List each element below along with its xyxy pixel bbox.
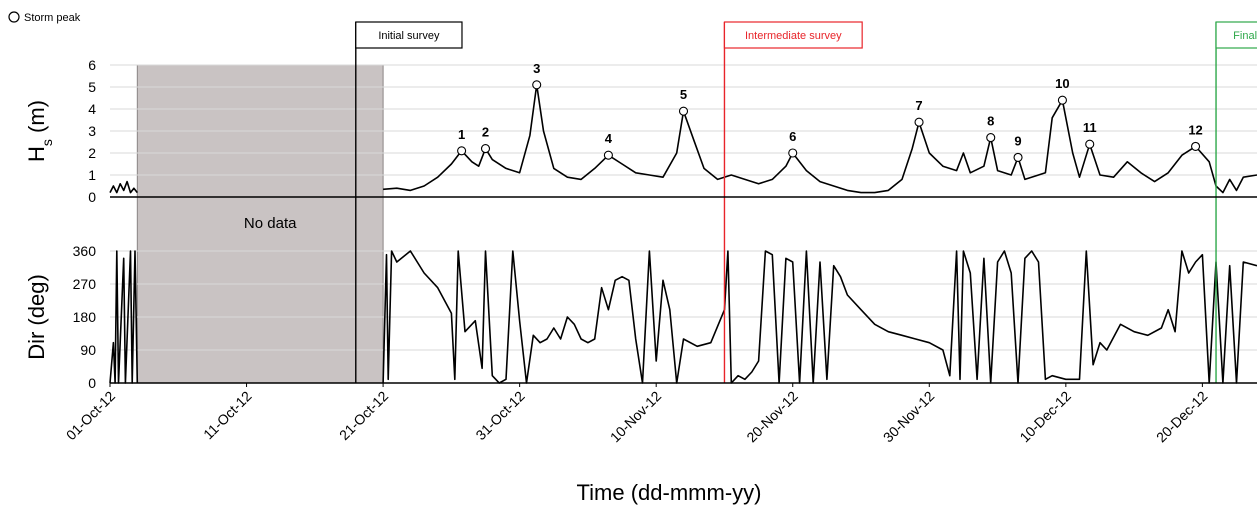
x-tick-label: 31-Oct-12 (472, 388, 527, 443)
y-tick-label: 6 (88, 57, 96, 73)
storm-peak-label: 5 (680, 87, 687, 102)
storm-peak-label: 1 (458, 127, 465, 142)
storm-peak-marker (1191, 141, 1201, 151)
y-tick-label: 0 (88, 375, 96, 391)
survey-layer: Initial survey Intermediate survey Final s… (355, 21, 1257, 383)
no-data-region (136, 64, 384, 384)
x-tick-label: 20-Dec-12 (1153, 388, 1211, 446)
y-axis-title: Hs (m) (24, 100, 55, 162)
x-tick-label: 20-Nov-12 (743, 388, 801, 446)
survey-label: Final survey (1233, 30, 1257, 42)
x-tick-label: 11-Oct-12 (200, 388, 255, 443)
storm-peak-marker (788, 148, 798, 158)
y-tick-label: 90 (80, 342, 96, 358)
storm-peak-marker (532, 80, 542, 90)
storm-peak-label: 3 (533, 61, 540, 76)
survey-label-box (355, 21, 463, 49)
series-layer (109, 84, 1257, 384)
x-tick-label: 21-Oct-12 (336, 388, 391, 443)
no-data-layer: No data (136, 64, 384, 384)
storm-peak-marker (986, 133, 996, 143)
series-line (109, 180, 138, 194)
x-axis-title: Time (dd-mmm-yy) (577, 480, 762, 505)
storm-peak-marker (1085, 139, 1095, 149)
y-tick-label: 4 (88, 101, 96, 117)
legend-label: Storm peak (24, 12, 81, 24)
survey-label: Initial survey (378, 30, 440, 42)
storm-peak-label: 4 (605, 131, 613, 146)
storm-peak-marker (1057, 95, 1067, 105)
survey-label-box (723, 21, 863, 49)
storm-peak-label: 12 (1188, 122, 1202, 137)
y-tick-label: 1 (88, 167, 96, 183)
storm-peak-label: 8 (987, 114, 994, 129)
storm-peak-marker (603, 150, 613, 160)
storm-peak-label: 2 (482, 125, 489, 140)
storm-peak-label: 9 (1014, 133, 1021, 148)
x-tick-label: 30-Nov-12 (880, 388, 938, 446)
x-tick-label: 10-Dec-12 (1016, 388, 1074, 446)
y-axis-title: Dir (deg) (24, 274, 49, 360)
y-tick-label: 3 (88, 123, 96, 139)
storm-peak-marker (914, 117, 924, 127)
y-tick-label: 0 (88, 189, 96, 205)
series-line (383, 84, 1257, 194)
y-tick-label: 270 (73, 276, 97, 292)
storm-peak-label: 11 (1083, 120, 1097, 135)
x-tick-label: 10-Nov-12 (607, 388, 665, 446)
survey-label: Intermediate survey (745, 30, 842, 42)
storm-peak-marker (1013, 152, 1023, 162)
storm-peak-label: 10 (1055, 76, 1069, 91)
y-tick-label: 5 (88, 79, 96, 95)
y-tick-label: 2 (88, 145, 96, 161)
storm-peak-marker (678, 106, 689, 116)
legend-marker-icon (8, 11, 20, 23)
no-data-label: No data (244, 215, 297, 232)
grid-layer (110, 64, 1257, 351)
storm-peak-marker (457, 146, 467, 156)
survey-label-box (1215, 21, 1257, 49)
storm-peak-label: 7 (915, 98, 922, 113)
legend: Storm peak (8, 11, 81, 24)
series-line (382, 250, 1257, 384)
storm-peak-marker (480, 144, 491, 154)
storm-peak-label: 6 (789, 129, 796, 144)
x-tick-label: 01-Oct-12 (63, 388, 118, 443)
series-line (109, 250, 139, 384)
y-tick-label: 360 (73, 243, 97, 259)
y-tick-label: 180 (73, 309, 97, 325)
